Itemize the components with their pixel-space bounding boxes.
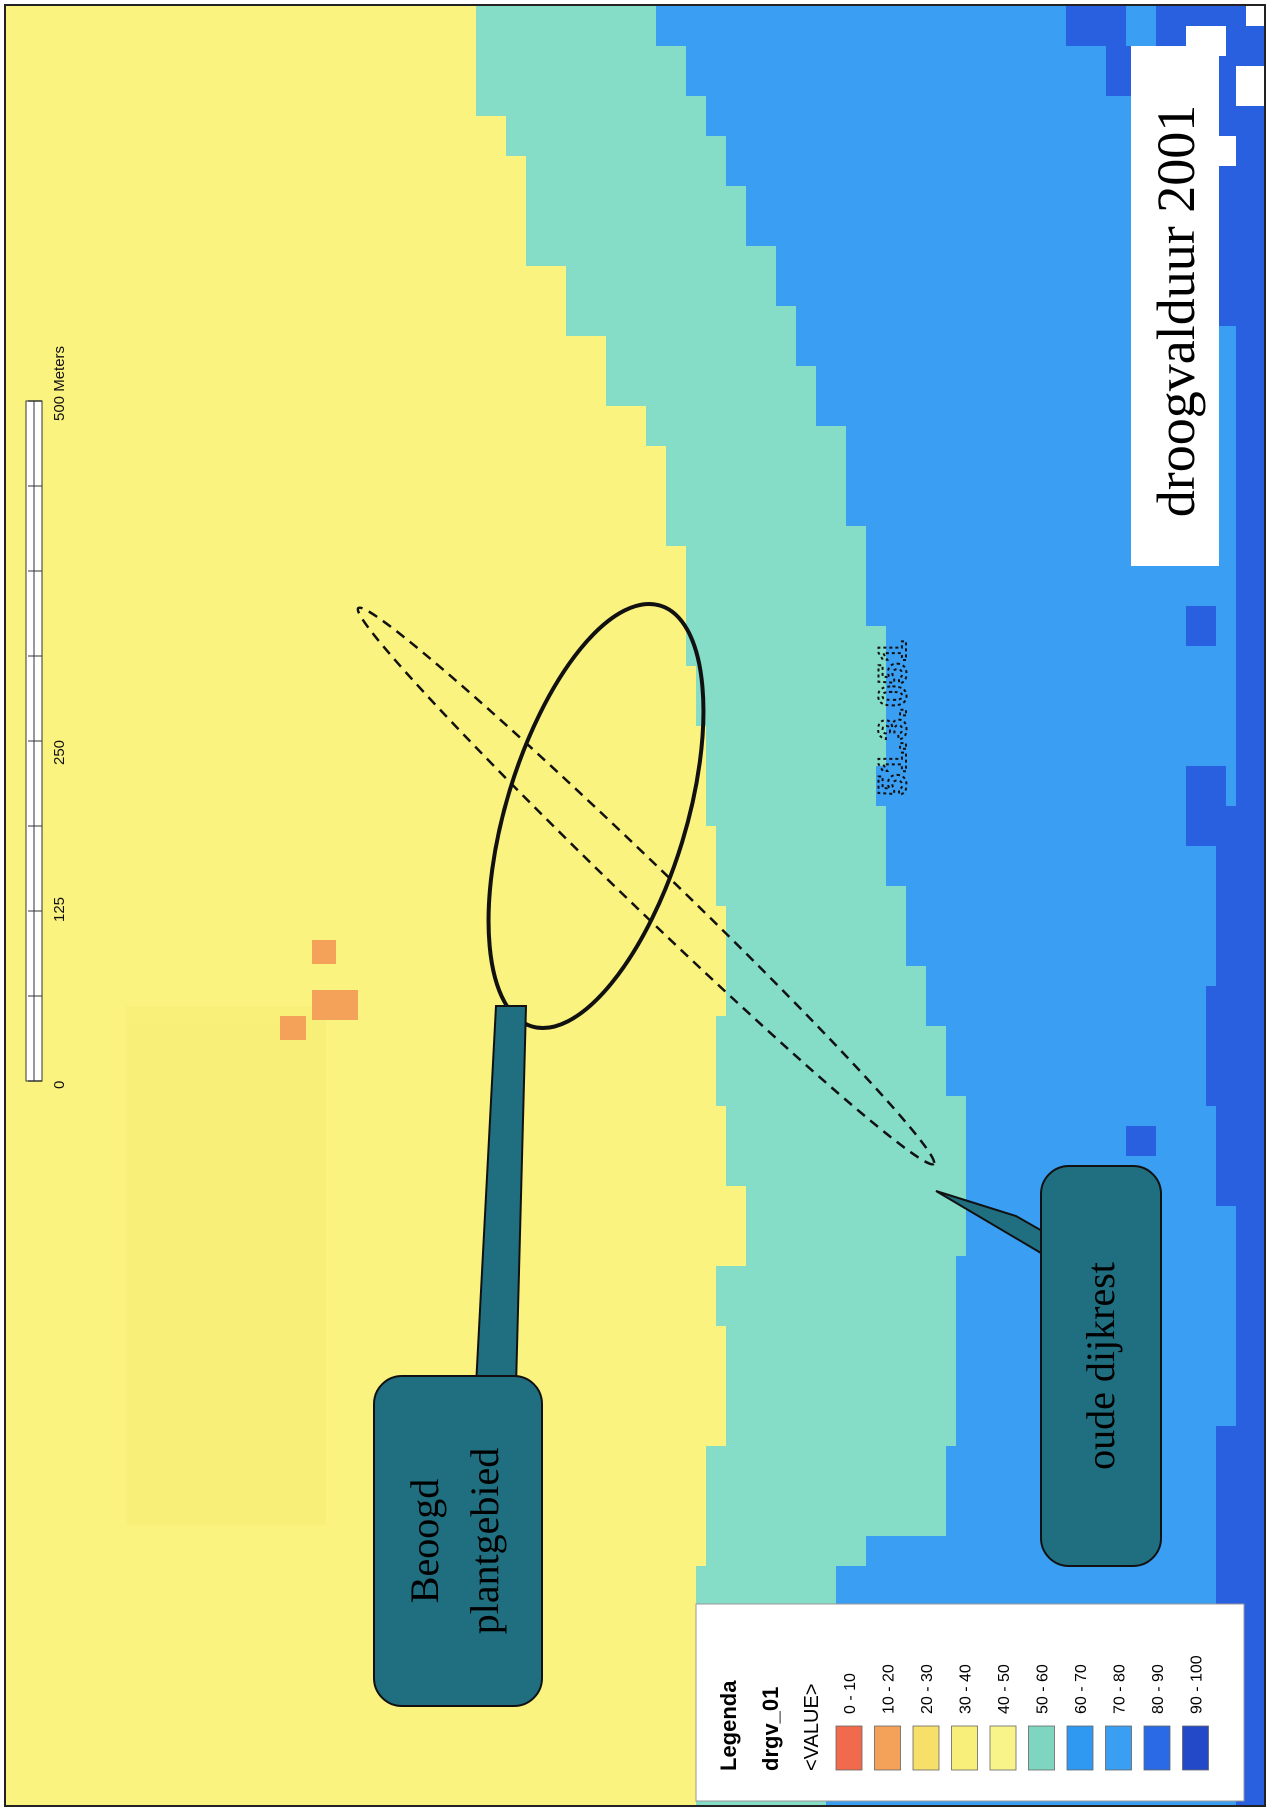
legend-label-1: 10 - 20 <box>881 1664 898 1714</box>
legend-swatch-9 <box>1183 1726 1209 1770</box>
legend-swatch-8 <box>1144 1726 1170 1770</box>
scale-tick-125: 125 <box>51 897 68 922</box>
map-frame: 0 125 250 500 Meters Beoogd plantgebied <box>4 4 1266 1807</box>
legend-field: <VALUE> <box>801 1684 823 1771</box>
legend-layer: drgv_01 <box>758 1687 783 1771</box>
legend-label-9: 90 - 100 <box>1189 1655 1206 1714</box>
legend-swatch-0 <box>836 1726 862 1770</box>
callout-old-dike-label: oude dijkrest <box>1078 1262 1123 1470</box>
legend-swatch-3 <box>952 1726 978 1770</box>
legend-swatch-7 <box>1106 1726 1132 1770</box>
legend-label-5: 50 - 60 <box>1035 1664 1052 1714</box>
legend-label-3: 30 - 40 <box>958 1664 975 1714</box>
map-title: droogvalduur 2001 <box>1146 105 1206 517</box>
stamp-text: 51.3.051 <box>871 640 915 796</box>
scale-bar <box>26 401 42 1081</box>
legend-swatch-2 <box>913 1726 939 1770</box>
legend-swatch-6 <box>1067 1726 1093 1770</box>
scale-tick-0: 0 <box>51 1081 68 1089</box>
legend-label-7: 70 - 80 <box>1112 1664 1129 1714</box>
legend-swatch-4 <box>990 1726 1016 1770</box>
map-canvas: 0 125 250 500 Meters Beoogd plantgebied <box>6 6 1266 1807</box>
callout-planting-line-1: Beoogd <box>402 1479 447 1603</box>
callout-planting-line-2: plantgebied <box>462 1448 507 1635</box>
legend-heading: Legenda <box>716 1680 741 1771</box>
scale-tick-500: 500 Meters <box>51 346 68 421</box>
land-texture <box>126 1006 326 1526</box>
legend-label-2: 20 - 30 <box>919 1664 936 1714</box>
legend-label-0: 0 - 10 <box>842 1673 859 1714</box>
legend-label-6: 60 - 70 <box>1073 1664 1090 1714</box>
legend-swatch-1 <box>875 1726 901 1770</box>
legend-swatch-5 <box>1029 1726 1055 1770</box>
scale-tick-250: 250 <box>51 740 68 765</box>
legend-label-4: 40 - 50 <box>996 1664 1013 1714</box>
legend-label-8: 80 - 90 <box>1150 1664 1167 1714</box>
